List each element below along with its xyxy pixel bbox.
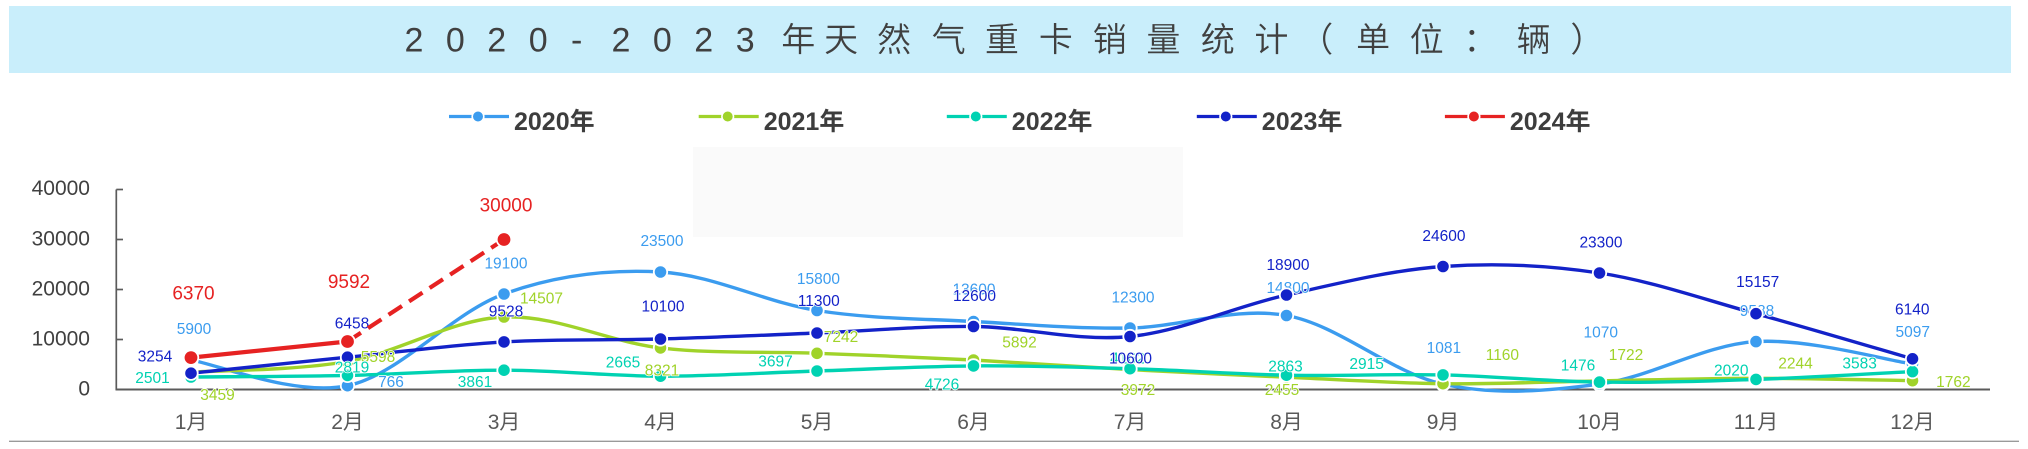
svg-text:8: 8 <box>1270 411 1282 434</box>
svg-text:2: 2 <box>331 411 343 434</box>
svg-text:10: 10 <box>1577 411 1600 434</box>
svg-text:11: 11 <box>1734 411 1756 434</box>
svg-text:-: - <box>571 22 582 60</box>
svg-text:2455: 2455 <box>1265 382 1299 399</box>
svg-text:12600: 12600 <box>953 288 996 305</box>
svg-text:3583: 3583 <box>1842 355 1876 372</box>
svg-text:19100: 19100 <box>484 256 527 273</box>
svg-text:8321: 8321 <box>645 362 679 379</box>
svg-text:2244: 2244 <box>1778 356 1813 373</box>
svg-text:24600: 24600 <box>1422 228 1465 245</box>
svg-text:3: 3 <box>488 411 500 434</box>
svg-text:2023: 2023 <box>1262 108 1318 136</box>
svg-text:11300: 11300 <box>798 293 840 310</box>
svg-text:2: 2 <box>487 22 506 60</box>
svg-text:1160: 1160 <box>1486 347 1520 364</box>
svg-text:2: 2 <box>405 22 424 60</box>
svg-text:5892: 5892 <box>1002 334 1036 351</box>
svg-text:4: 4 <box>644 411 656 434</box>
svg-text:6140: 6140 <box>1895 302 1930 319</box>
svg-text:10000: 10000 <box>32 328 90 351</box>
svg-text:2020: 2020 <box>1714 363 1749 380</box>
svg-text:2022: 2022 <box>1012 108 1068 136</box>
svg-text:2021: 2021 <box>764 108 820 136</box>
svg-text:6458: 6458 <box>335 316 369 333</box>
svg-text:1070: 1070 <box>1584 325 1619 342</box>
svg-text:30000: 30000 <box>32 228 90 251</box>
svg-text:0: 0 <box>446 22 465 60</box>
svg-text:9592: 9592 <box>328 272 370 293</box>
svg-text:10600: 10600 <box>1109 350 1152 367</box>
svg-text:40000: 40000 <box>32 177 90 200</box>
svg-text:18900: 18900 <box>1266 257 1309 274</box>
svg-text:0: 0 <box>529 22 548 60</box>
svg-text:766: 766 <box>378 374 404 391</box>
svg-text:1722: 1722 <box>1609 347 1643 364</box>
svg-text:15157: 15157 <box>1736 274 1779 291</box>
svg-text:7242: 7242 <box>824 329 858 346</box>
svg-text:23300: 23300 <box>1579 235 1622 252</box>
svg-text:3459: 3459 <box>200 387 234 404</box>
svg-text:2863: 2863 <box>1268 359 1302 376</box>
svg-text:23500: 23500 <box>640 233 683 250</box>
svg-text:12: 12 <box>1890 411 1913 434</box>
svg-text:4726: 4726 <box>925 376 959 393</box>
svg-text:3861: 3861 <box>458 374 492 391</box>
svg-text:12300: 12300 <box>1111 290 1154 307</box>
svg-text:0: 0 <box>78 378 90 401</box>
svg-text:5097: 5097 <box>1895 324 1929 341</box>
svg-text:13600: 13600 <box>952 282 995 299</box>
svg-text:5: 5 <box>801 411 813 434</box>
svg-text:3254: 3254 <box>138 349 173 366</box>
svg-text:5900: 5900 <box>177 321 212 338</box>
svg-text:15800: 15800 <box>797 271 840 288</box>
svg-text:3: 3 <box>736 22 755 60</box>
svg-text:3697: 3697 <box>758 353 792 370</box>
svg-text:2915: 2915 <box>1349 356 1383 373</box>
svg-text:1: 1 <box>175 411 187 434</box>
svg-text:14507: 14507 <box>520 291 563 308</box>
svg-text:2024: 2024 <box>1510 108 1566 136</box>
svg-text:2665: 2665 <box>606 355 640 372</box>
svg-text:0: 0 <box>653 22 672 60</box>
svg-text:20000: 20000 <box>32 278 90 301</box>
svg-text:2020: 2020 <box>514 108 570 136</box>
svg-text:9528: 9528 <box>489 304 523 321</box>
svg-text:1476: 1476 <box>1561 357 1595 374</box>
svg-text:9: 9 <box>1427 411 1439 434</box>
svg-text:1762: 1762 <box>1936 374 1970 391</box>
svg-text:4162: 4162 <box>1110 351 1144 368</box>
svg-text:2819: 2819 <box>335 360 369 377</box>
svg-text:3972: 3972 <box>1121 382 1155 399</box>
svg-text:7: 7 <box>1114 411 1126 434</box>
svg-text:10100: 10100 <box>641 299 684 316</box>
svg-text:6370: 6370 <box>172 283 214 304</box>
svg-text:2: 2 <box>612 22 631 60</box>
svg-text:1081: 1081 <box>1427 340 1461 357</box>
svg-text:5598: 5598 <box>361 349 395 366</box>
svg-text:30000: 30000 <box>480 195 533 216</box>
svg-text:6: 6 <box>957 411 969 434</box>
svg-text:2501: 2501 <box>135 370 169 387</box>
svg-text:2: 2 <box>694 22 713 60</box>
